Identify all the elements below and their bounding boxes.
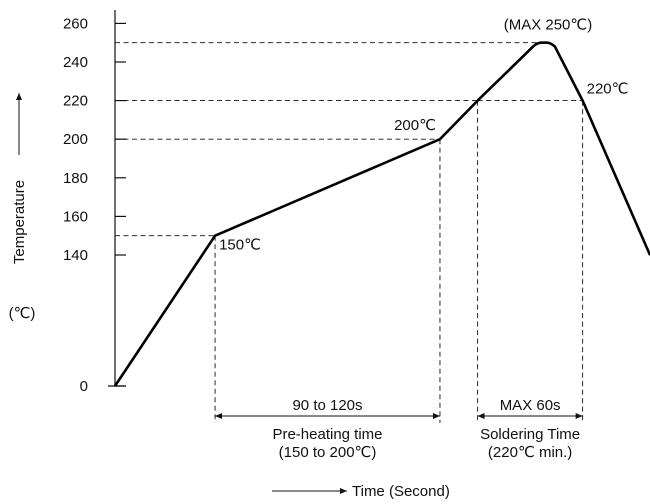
y-tick-label: 140 <box>63 247 88 264</box>
y-tick-label: 220 <box>63 93 88 110</box>
series-points <box>114 42 650 387</box>
y-tick-label: 180 <box>63 170 88 187</box>
y-tick-label: 240 <box>63 54 88 71</box>
y-tick-label: 200 <box>63 131 88 148</box>
x-axis-label-group: Time (Second) <box>272 483 450 500</box>
point-annotation: (MAX 250℃) <box>504 17 593 34</box>
span-caption: Pre-heating time <box>272 426 382 443</box>
span-label: MAX 60s <box>500 397 561 414</box>
series-point <box>477 100 479 102</box>
series-line <box>113 41 650 387</box>
series-point <box>582 100 584 102</box>
duration-spans: 90 to 120s Pre-heating time(150 to 200℃) M… <box>215 397 583 461</box>
series-point <box>543 42 545 44</box>
point-annotations: 150℃ 200℃ (MAX 250℃) 220℃ <box>219 17 628 254</box>
y-axis-label-group: Temperature (℃) <box>9 93 36 322</box>
span-caption: (150 to 200℃) <box>279 444 377 461</box>
point-annotation: 220℃ <box>587 81 629 98</box>
point-annotation: 150℃ <box>219 237 261 254</box>
y-tick-label: 0 <box>80 378 88 395</box>
y-ticks: 0 140 160 180 200 220 240 260 <box>63 15 126 395</box>
y-axis-label: Temperature <box>11 180 28 264</box>
point-annotation: 200℃ <box>394 117 436 134</box>
span-caption: (220℃ min.) <box>488 444 572 461</box>
series-point <box>532 45 534 48</box>
span-caption: Soldering Time <box>480 426 580 443</box>
x-axis-label: Time (Second) <box>352 483 450 500</box>
series-point <box>554 45 556 48</box>
series-point <box>214 235 216 237</box>
span-label: 90 to 120s <box>292 397 362 414</box>
guide-lines <box>115 42 584 423</box>
series-point <box>439 138 441 140</box>
y-tick-label: 160 <box>63 208 88 225</box>
series-point <box>114 385 116 387</box>
y-axis-unit: (℃) <box>9 305 36 322</box>
y-tick-label: 260 <box>63 15 88 32</box>
